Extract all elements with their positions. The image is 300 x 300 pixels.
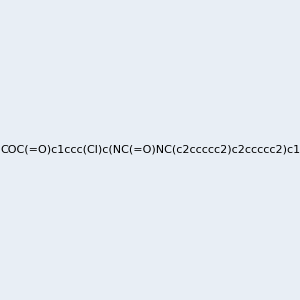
Text: COC(=O)c1ccc(Cl)c(NC(=O)NC(c2ccccc2)c2ccccc2)c1: COC(=O)c1ccc(Cl)c(NC(=O)NC(c2ccccc2)c2cc… <box>0 145 300 155</box>
